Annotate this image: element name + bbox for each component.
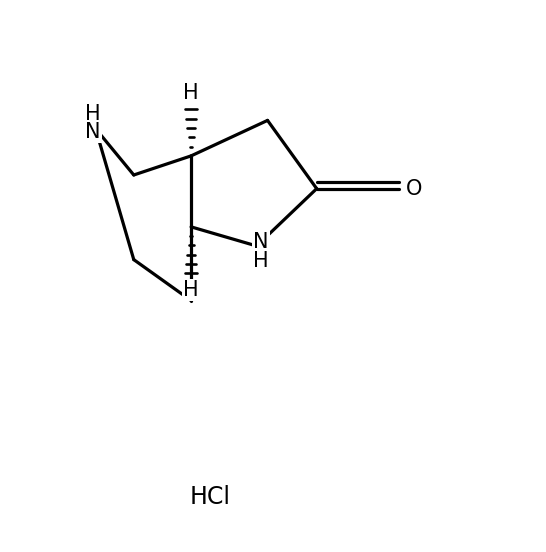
Text: H: H (183, 83, 199, 103)
Text: O: O (406, 179, 422, 199)
Text: N
H: N H (253, 232, 269, 270)
Text: H
N: H N (85, 104, 100, 142)
Text: HCl: HCl (189, 485, 231, 509)
Text: H: H (183, 280, 199, 300)
